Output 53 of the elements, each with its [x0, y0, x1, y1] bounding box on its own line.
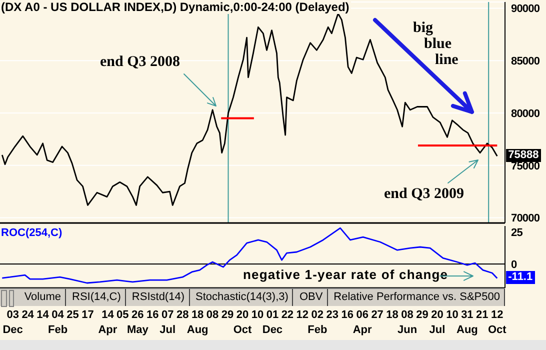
x-tick-label: 25 — [66, 309, 79, 321]
y-tick-label: 85000 — [511, 56, 540, 68]
x-tick-label: 24 — [22, 309, 35, 321]
x-tick-label: 10 — [446, 309, 458, 321]
x-tick-label: 05 — [116, 309, 129, 321]
x-tick-label: 20 Oct — [233, 309, 252, 336]
x-tick-label: 16 — [146, 309, 159, 321]
text: Volume — [18, 289, 66, 306]
x-tick-label: 03 Dec — [2, 309, 23, 336]
line-series — [1, 12, 498, 206]
x-tick-label: 08 Jun — [398, 309, 418, 336]
x-tick-label: 21 — [476, 309, 488, 321]
x-tick-label: 16 — [341, 309, 354, 321]
y-tick-label: 90000 — [511, 3, 540, 16]
x-tick-label: 04 Feb — [48, 309, 68, 336]
x-tick-label: 08 — [206, 309, 219, 321]
annotation: 75888 — [506, 149, 541, 162]
y-tick-label: 75000 — [511, 160, 540, 172]
x-tick-label: 07 Jul — [160, 309, 176, 336]
text: OBV — [293, 289, 328, 306]
x-tick-label: 22 — [281, 309, 294, 321]
annotation: big blue line — [413, 20, 458, 68]
x-tick-label: 27 — [371, 309, 384, 321]
x-tick-label: 23 — [326, 309, 339, 321]
y-tick-label: 25 — [511, 226, 523, 239]
x-tick-label: 01 Dec — [262, 309, 283, 336]
x-tick-label: 14 Apr — [98, 309, 118, 336]
x-tick-label: 18 — [386, 309, 398, 321]
x-tick-label: 12 — [296, 309, 309, 321]
y-tick-label: 0 — [511, 258, 517, 271]
text: Stochastic(14(3),3) — [190, 289, 294, 306]
x-tick-label: 29 — [416, 309, 428, 321]
annotation: negative 1-year rate of change — [243, 267, 448, 283]
annotation: end Q3 2008 — [100, 54, 180, 70]
x-tick-label: 10 — [251, 309, 264, 321]
text: RSI(14,C) — [66, 289, 126, 306]
annotation: -11.1 — [506, 271, 535, 284]
y-tick-label: 80000 — [511, 108, 540, 120]
line-series — [1, 227, 498, 284]
annotation: end Q3 2009 — [384, 186, 464, 202]
chart-title: (DX A0 - US DOLLAR INDEX,D) Dynamic,0:00-24:00 (Delayed) — [1, 0, 352, 14]
x-tick-label: 17 — [82, 309, 94, 321]
text: RSIstd(14) — [126, 289, 190, 306]
x-tick-label: 28 — [176, 309, 189, 321]
x-tick-label: 02 Feb — [308, 309, 328, 336]
y-tick-label: 70000 — [511, 212, 540, 225]
text: ROC(254,C) — [1, 227, 62, 239]
x-tick-label: 06 Apr — [352, 309, 373, 336]
x-tick-label: 14 — [36, 309, 50, 321]
text: Relative Performance vs. S&P500 — [328, 289, 505, 306]
x-tick-label: 20 Jul — [429, 309, 446, 336]
x-tick-label: 12 Oct — [488, 309, 507, 336]
x-tick-label: 29 — [221, 309, 234, 321]
